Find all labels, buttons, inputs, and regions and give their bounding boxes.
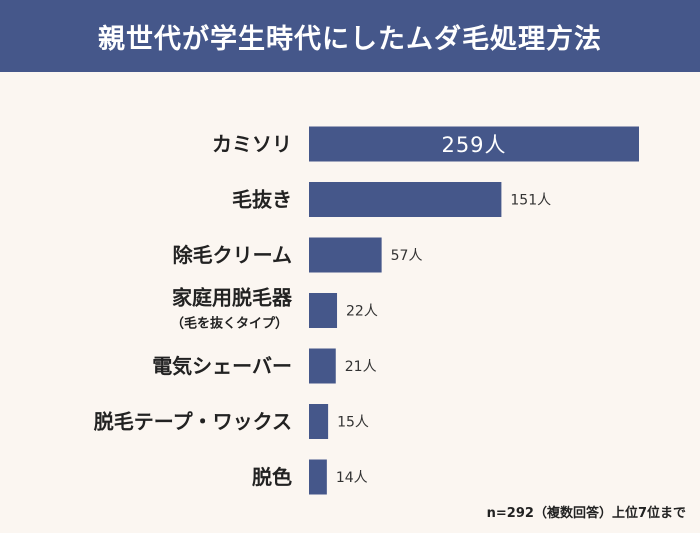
category-label-6: 脱毛テープ・ワックス bbox=[94, 410, 292, 434]
category-sublabel-4: （毛を抜くタイプ） bbox=[171, 316, 288, 332]
title-bar: 親世代が学生時代にしたムダ毛処理方法 bbox=[0, 0, 700, 72]
value-label-6: 15人 bbox=[337, 415, 369, 431]
bar-1 bbox=[309, 126, 639, 162]
value-label-7: 14人 bbox=[336, 470, 368, 486]
category-label-7: 脱色 bbox=[252, 465, 292, 489]
category-label-5: 電気シェーバー bbox=[152, 354, 292, 378]
category-label-3: 除毛クリーム bbox=[173, 243, 292, 267]
bar-6 bbox=[309, 404, 329, 439]
bar-3 bbox=[309, 237, 382, 273]
category-label-4: 家庭用脱毛器 bbox=[172, 286, 293, 310]
category-label-2: 毛抜き bbox=[232, 188, 292, 212]
value-label-2: 151人 bbox=[510, 193, 551, 209]
value-label-1: 259人 bbox=[441, 133, 506, 157]
footnote: n=292（複数回答）上位7位まで bbox=[486, 506, 686, 521]
bar-4 bbox=[309, 293, 338, 328]
bar-2 bbox=[309, 182, 502, 217]
value-label-3: 57人 bbox=[391, 248, 423, 264]
chart-title: 親世代が学生時代にしたムダ毛処理方法 bbox=[98, 23, 602, 55]
bar-5 bbox=[309, 348, 336, 384]
value-label-4: 22人 bbox=[346, 304, 378, 320]
bar-7 bbox=[309, 459, 327, 495]
category-label-1: カミソリ bbox=[212, 132, 292, 156]
value-label-5: 21人 bbox=[345, 359, 377, 375]
